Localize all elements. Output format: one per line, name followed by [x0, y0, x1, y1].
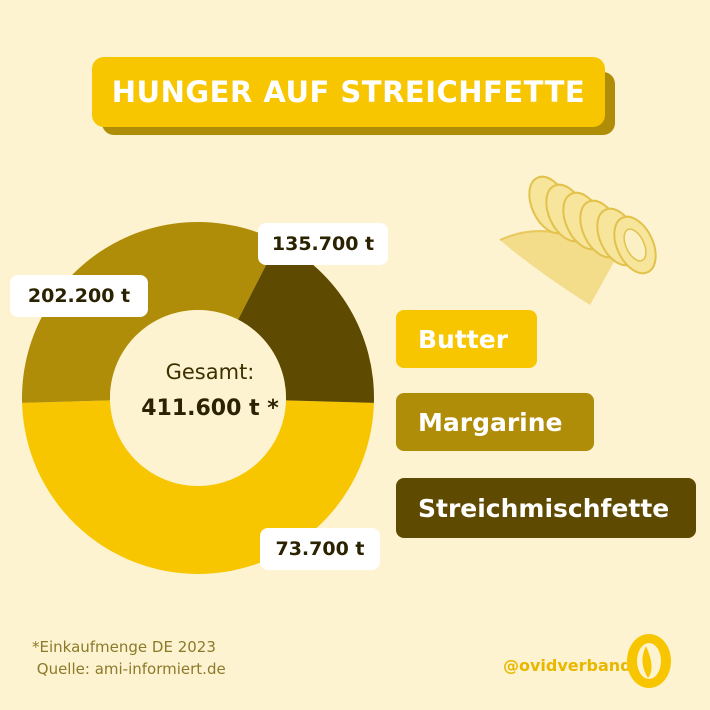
legend-streichmischfette: Streichmischfette [396, 478, 696, 538]
donut-slice-streichmischfette [238, 241, 374, 403]
legend-label-margarine: Margarine [418, 407, 563, 437]
ovid-logo-icon [627, 634, 671, 688]
brand-handle: @ovidverband [503, 656, 632, 675]
legend-label-butter: Butter [418, 324, 509, 354]
chart-title: HUNGER AUF STREICHFETTE [111, 75, 586, 109]
title-box: HUNGER AUF STREICHFETTE [92, 57, 605, 127]
footnote-note: *Einkaufmenge DE 2023 [32, 638, 216, 656]
footnote-source: Quelle: ami-informiert.de [32, 660, 226, 678]
data-label-butter: 202.200 t [10, 275, 148, 317]
footnote: *Einkaufmenge DE 2023 Quelle: ami-inform… [32, 636, 226, 680]
donut-hole [110, 310, 286, 486]
butter-curl-illustration [499, 175, 657, 305]
data-label-margarine: 135.700 t [258, 223, 388, 265]
center-total-value: 411.600 t * [141, 396, 279, 421]
title-banner: HUNGER AUF STREICHFETTE [92, 57, 617, 137]
legend-label-streichmischfette: Streichmischfette [418, 493, 670, 523]
legend-butter: Butter [396, 310, 537, 368]
legend-margarine: Margarine [396, 393, 594, 451]
data-label-streichmischfette: 73.700 t [260, 528, 380, 570]
center-total-label: Gesamt: [165, 360, 255, 384]
donut-slice-margarine [22, 221, 279, 403]
